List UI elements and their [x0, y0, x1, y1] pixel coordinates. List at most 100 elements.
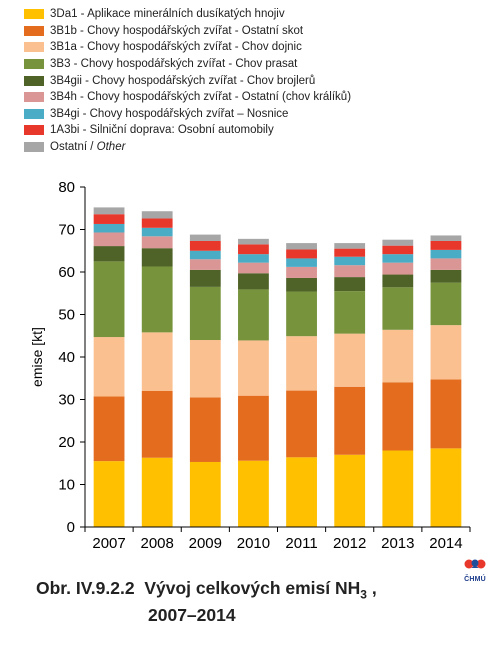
bar-segment	[141, 391, 173, 458]
bar-segment	[286, 457, 317, 527]
bar-segment	[189, 269, 221, 287]
legend-item: 3B1a - Chovy hospodářských zvířat - Chov…	[24, 39, 351, 56]
bar-segment	[238, 289, 269, 341]
legend-item: 1A3bi - Silniční doprava: Osobní automob…	[24, 122, 351, 139]
bar-segment	[93, 223, 125, 233]
legend-label: 3B4gii - Chovy hospodářských zvířat - Ch…	[50, 74, 316, 87]
bar-segment	[189, 259, 221, 270]
bar-segment	[238, 238, 269, 245]
bar-segment	[286, 243, 317, 250]
legend-label: 3B4gi - Chovy hospodářských zvířat – Nos…	[50, 107, 289, 120]
bar-segment	[382, 254, 414, 263]
bars-layer: 2007 2008 2009 2010 2011 2012 2013 2014	[92, 207, 463, 552]
bar-segment	[286, 266, 317, 278]
bar-segment	[334, 386, 366, 455]
legend-label: 3B4h - Chovy hospodářských zvířat - Osta…	[50, 91, 352, 104]
bar-segment	[93, 396, 125, 462]
bar-segment	[238, 340, 269, 396]
axes-layer: 0 10 20 30 40 50 60 70 80	[58, 179, 471, 536]
bar-segment	[141, 236, 173, 249]
legend-item: 3B3 - Chovy hospodářských zvířat - Chov …	[24, 56, 351, 73]
bar-segment	[286, 291, 317, 337]
legend-item: 3B4gii - Chovy hospodářských zvířat - Ch…	[24, 72, 351, 89]
bar-segment	[382, 262, 414, 275]
bar-segment	[430, 235, 462, 241]
bar-segment	[93, 232, 125, 247]
bar-segment	[286, 336, 317, 391]
x-tick-label: 2013	[381, 535, 414, 552]
legend-item: 3B4h - Chovy hospodářských zvířat - Osta…	[24, 89, 351, 106]
bar-segment	[141, 457, 173, 527]
bar-segment	[141, 218, 173, 228]
legend-label: 1A3bi - Silniční doprava: Osobní automob…	[50, 124, 274, 137]
legend-item: 3B1b - Chovy hospodářských zvířat - Osta…	[24, 23, 351, 40]
caption-suffix: ,	[366, 578, 377, 598]
bar-segment	[382, 450, 414, 527]
x-tick-label: 2008	[141, 535, 174, 552]
x-tick-label: 2014	[429, 535, 462, 552]
y-tick-label: 0	[67, 519, 75, 536]
bar-segment	[141, 248, 173, 267]
legend-swatch	[24, 25, 44, 36]
legend-swatch	[24, 9, 44, 20]
x-tick-label: 2009	[189, 535, 222, 552]
bar-segment	[93, 461, 125, 528]
bar-segment	[430, 249, 462, 259]
bar-segment	[382, 274, 414, 288]
bar-segment	[238, 254, 269, 263]
chmu-logo: ČHMÚ	[455, 557, 495, 583]
bar-segment	[238, 273, 269, 290]
legend-swatch	[24, 108, 44, 119]
y-tick-label: 50	[58, 307, 75, 324]
caption-line-2: 2007–2014	[148, 604, 236, 625]
bar-segment	[430, 379, 462, 449]
bar-segment	[93, 246, 125, 262]
bar-segment	[189, 234, 221, 241]
caption-line-1: Obr. IV.9.2.2 Vývoj celkových emisí NH3 …	[36, 578, 377, 605]
legend-item: 3B4gi - Chovy hospodářských zvířat – Nos…	[24, 106, 351, 123]
legend-label: 3B1a - Chovy hospodářských zvířat - Chov…	[50, 41, 302, 54]
bar-segment	[189, 340, 221, 398]
legend-label: Ostatní / Other	[50, 141, 126, 154]
legend-item: 3Da1 - Aplikace minerálních dusíkatých h…	[24, 6, 351, 23]
bar-segment	[430, 240, 462, 250]
legend-label: 3B1b - Chovy hospodářských zvířat - Osta…	[50, 24, 304, 37]
bar-segment	[382, 245, 414, 255]
bar-segment	[382, 239, 414, 246]
bar-segment	[382, 287, 414, 330]
y-tick-label: 70	[58, 222, 75, 239]
figure-caption: Obr. IV.9.2.2 Vývoj celkových emisí NH3 …	[36, 578, 377, 625]
y-tick-label: 30	[58, 392, 75, 409]
bar-segment	[382, 382, 414, 451]
legend-swatch	[24, 59, 44, 70]
bar-segment	[334, 248, 366, 257]
legend-swatch	[24, 125, 44, 136]
caption-text: Vývoj celkových emisí NH	[144, 578, 361, 598]
bar-segment	[286, 390, 317, 458]
bar-segment	[93, 337, 125, 397]
bar-segment	[189, 286, 221, 341]
x-tick-label: 2012	[333, 535, 366, 552]
caption-subscript: 3	[360, 587, 367, 602]
chmu-logo-icon	[464, 559, 486, 569]
bar-segment	[189, 240, 221, 251]
bar-segment	[430, 448, 462, 528]
bar-segment	[189, 397, 221, 462]
bar-segment	[334, 243, 366, 249]
x-tick-label: 2007	[92, 535, 125, 552]
bar-segment	[93, 207, 125, 215]
bar-segment	[141, 211, 173, 219]
legend-item: Ostatní / Other	[24, 139, 351, 156]
y-tick-label: 80	[58, 179, 75, 196]
y-tick-label: 60	[58, 264, 75, 281]
bar-segment	[286, 258, 317, 267]
legend-swatch	[24, 92, 44, 103]
bar-segment	[238, 244, 269, 255]
bar-segment	[238, 460, 269, 527]
bar-segment	[334, 265, 366, 278]
bar-segment	[430, 325, 462, 380]
legend-swatch	[24, 42, 44, 53]
bar-segment	[334, 277, 366, 292]
legend-swatch	[24, 75, 44, 86]
